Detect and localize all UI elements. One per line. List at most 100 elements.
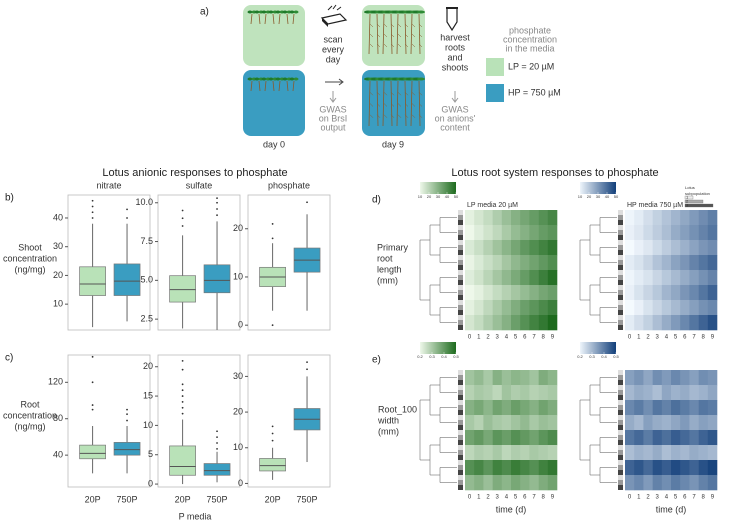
heatmap-cell	[492, 400, 503, 416]
subpop-strip	[618, 215, 623, 220]
heatmap-cell	[465, 315, 475, 331]
heatmap-cell	[511, 270, 521, 286]
colorbar	[580, 182, 616, 194]
outlier	[181, 383, 184, 386]
heatmap-cell	[625, 415, 635, 431]
y-tick-label: 2.5	[140, 314, 153, 324]
y-tick-label: 10	[143, 420, 153, 430]
lateral-root	[404, 92, 409, 96]
outlier	[181, 389, 184, 392]
legend-label: LP = 20 µM	[508, 61, 554, 71]
subpop-strip	[458, 425, 463, 430]
day-label: day 0	[263, 139, 285, 149]
subpop-strip	[618, 285, 623, 290]
heatmap-cell	[520, 255, 530, 271]
heatmap-cell	[661, 315, 672, 331]
heatmap-cell	[652, 475, 663, 491]
heatmap-cell	[661, 415, 672, 431]
heatmap-cell	[707, 225, 718, 241]
root	[396, 13, 399, 55]
outlier	[181, 406, 184, 409]
heatmap-cell	[511, 300, 521, 316]
heatmap-cell	[547, 370, 558, 386]
heatmap-title: LP media 20 µM	[467, 202, 518, 209]
heatmap-cell	[652, 315, 663, 331]
subpop-strip	[618, 375, 623, 380]
heatmap-cell	[634, 475, 644, 491]
heatmap-cell	[625, 285, 635, 301]
lateral-root	[376, 43, 381, 48]
heatmap-cell	[698, 225, 709, 241]
subpop-strip	[458, 315, 463, 320]
heatmap-cell	[707, 385, 718, 401]
heatmap-cell	[501, 385, 512, 401]
heatmap-cell	[661, 270, 672, 286]
heatmap-cell	[474, 460, 484, 476]
heatmap-cell	[529, 430, 539, 446]
heatmap-cell	[529, 255, 539, 271]
colorbar-tick-label: 50	[614, 194, 619, 199]
subpop-strip	[458, 470, 463, 475]
heatmap-cell	[652, 385, 663, 401]
subpop-strip	[458, 420, 463, 425]
heatmap-cell	[643, 445, 653, 461]
heatmap-cell	[625, 270, 635, 286]
heatmap-cell	[652, 225, 663, 241]
outlier	[271, 439, 274, 442]
heatmap-cell	[547, 445, 558, 461]
subpop-strip	[458, 265, 463, 270]
lateral-root	[383, 103, 388, 107]
heatmap-cell	[547, 255, 558, 271]
heatmap-cell	[661, 430, 672, 446]
x-tick-label: 4	[665, 335, 669, 341]
heatmap-cell	[671, 445, 681, 461]
outlier	[271, 425, 274, 428]
heatmap-cell	[529, 270, 539, 286]
subpop-strip	[618, 415, 623, 420]
heatmap-cell	[474, 210, 484, 226]
x-tick-label: 8	[542, 335, 546, 341]
row-label: Primary	[377, 242, 408, 252]
heatmap-cell	[520, 430, 530, 446]
subpop-strip	[618, 300, 623, 305]
subpop-strip	[618, 435, 623, 440]
heatmap-cell	[465, 210, 475, 226]
y-tick-label: 0	[148, 478, 153, 488]
subpop-strip	[618, 290, 623, 295]
heatmap-cell	[707, 240, 718, 256]
heatmap-cell	[634, 255, 644, 271]
heatmap-cell	[643, 400, 653, 416]
heatmap-cell	[529, 370, 539, 386]
heatmap-cell	[492, 300, 503, 316]
heatmap-cell	[652, 300, 663, 316]
heatmap-cell	[538, 370, 549, 386]
heatmap-cell	[547, 210, 558, 226]
subpop-strip	[458, 445, 463, 450]
row-label: (ng/mg)	[14, 264, 45, 274]
y-tick-label: 7.5	[140, 236, 153, 246]
heatmap-cell	[547, 225, 558, 241]
step-text: shoots	[442, 62, 469, 72]
outlier	[216, 214, 218, 217]
heatmap-cell	[501, 300, 512, 316]
heatmap-cell	[634, 370, 644, 386]
box	[169, 275, 196, 303]
colorbar-tick-label: 40	[445, 194, 450, 199]
root	[396, 80, 399, 127]
heatmap-cell	[511, 445, 521, 461]
x-tick-label: 2	[646, 335, 650, 341]
heatmap-cell	[671, 270, 681, 286]
heatmap-cell	[671, 210, 681, 226]
subpop-strip	[458, 310, 463, 315]
subpop-label: 1	[686, 195, 689, 200]
lateral-root	[404, 33, 409, 38]
heatmap-cell	[680, 210, 690, 226]
heatmap-cell	[538, 400, 549, 416]
heatmap-cell	[661, 300, 672, 316]
heatmap-cell	[689, 430, 699, 446]
lateral-root	[397, 92, 402, 96]
heatmap-cell	[547, 400, 558, 416]
row-label: concentration	[3, 253, 57, 263]
outlier	[91, 408, 94, 411]
heatmap-cell	[680, 430, 690, 446]
